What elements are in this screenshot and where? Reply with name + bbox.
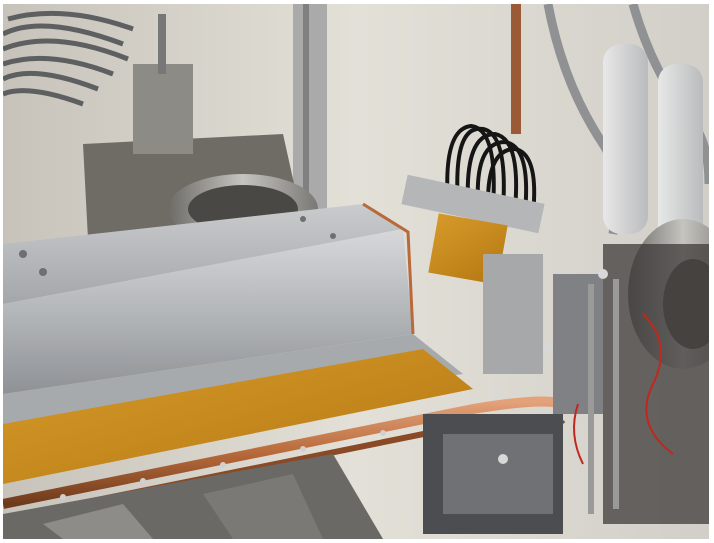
- black-cable-loops: [445, 123, 537, 215]
- right-flange-stack: [603, 219, 709, 524]
- photo-illustration: [3, 4, 709, 539]
- aluminum-enclosure: [3, 202, 473, 484]
- copper-pipe-vertical: [511, 4, 521, 134]
- kapton-film-strip: [3, 349, 473, 484]
- cable-bundle-top-left: [3, 10, 134, 107]
- vacuum-chamber: [83, 14, 318, 244]
- lab-apparatus-photo: [3, 4, 709, 539]
- ribbed-ducts: [603, 44, 703, 244]
- detector-mechanism: [401, 174, 674, 534]
